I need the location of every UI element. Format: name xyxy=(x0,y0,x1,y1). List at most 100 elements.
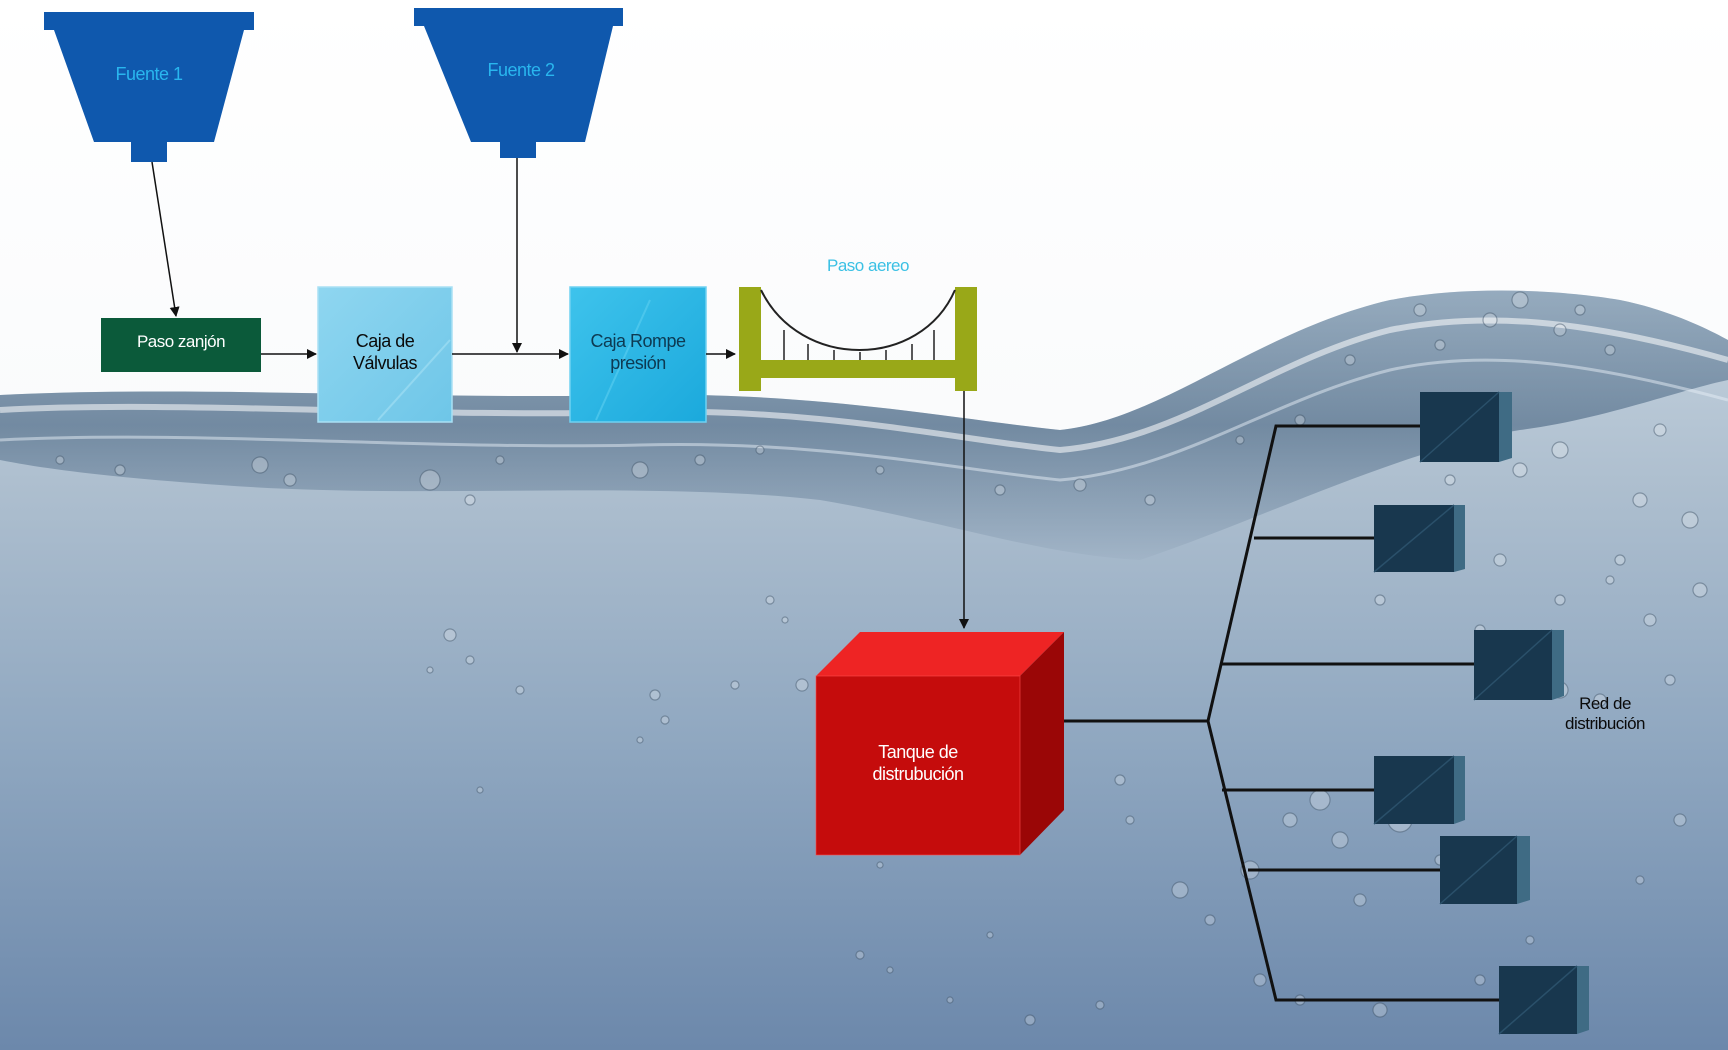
pressure-box-shine xyxy=(595,299,651,421)
bubble xyxy=(1235,435,1245,445)
source-2-label: Fuente 2 xyxy=(487,60,555,80)
bubble xyxy=(1643,613,1657,627)
bubble xyxy=(781,616,789,624)
source-1-label: Fuente 1 xyxy=(115,64,183,84)
bubble xyxy=(755,445,765,455)
pressure-box-label-line1: Caja Rompe xyxy=(590,331,686,351)
valve-box[interactable] xyxy=(317,286,453,423)
bubble xyxy=(464,494,476,506)
bubble xyxy=(1171,881,1189,899)
bubble xyxy=(465,655,475,665)
bubble xyxy=(1372,1002,1388,1018)
bubble xyxy=(730,680,740,690)
network-node[interactable] xyxy=(1373,755,1465,825)
network-label: Red de distribución xyxy=(1540,694,1670,735)
bubble xyxy=(660,715,670,725)
network-label-line1: Red de xyxy=(1579,694,1631,713)
bubble xyxy=(795,678,809,692)
bubble xyxy=(1574,304,1586,316)
bubble xyxy=(986,931,994,939)
bubble xyxy=(1374,594,1386,606)
bubble xyxy=(1125,815,1135,825)
bubble xyxy=(1344,354,1356,366)
pressure-box-label: Caja Rompe presión xyxy=(570,331,706,374)
bubble xyxy=(636,736,644,744)
bubble xyxy=(1692,582,1708,598)
bubble xyxy=(1551,441,1569,459)
bubble xyxy=(1253,973,1267,987)
bubble xyxy=(1114,774,1126,786)
network-node[interactable] xyxy=(1419,391,1512,463)
bubble xyxy=(1511,291,1529,309)
bubble xyxy=(515,685,525,695)
trench-crossing-label: Paso zanjón xyxy=(136,332,226,351)
bubble xyxy=(694,454,706,466)
bubble xyxy=(1681,511,1699,529)
bubble xyxy=(946,996,954,1004)
trench-crossing[interactable] xyxy=(101,318,261,372)
valve-box-label: Caja de Válvulas xyxy=(318,331,452,374)
source-1[interactable] xyxy=(44,12,254,162)
bubble xyxy=(1614,554,1626,566)
network-node[interactable] xyxy=(1439,835,1530,905)
bubble xyxy=(1635,875,1645,885)
bubble xyxy=(1593,693,1607,707)
bubble xyxy=(1664,674,1676,686)
bubble xyxy=(649,689,661,701)
network-node[interactable] xyxy=(1498,965,1589,1035)
water-surface-line xyxy=(0,358,1728,482)
pressure-break-box[interactable] xyxy=(569,286,707,423)
bubble xyxy=(1204,914,1216,926)
bubble xyxy=(1282,812,1298,828)
bubble xyxy=(1604,344,1616,356)
tank-label: Tanque de distrubución xyxy=(816,742,1020,785)
bubble xyxy=(886,966,894,974)
tank-label-line1: Tanque de xyxy=(878,742,958,762)
bubble xyxy=(1553,323,1567,337)
bubble xyxy=(1512,462,1528,478)
source-2[interactable] xyxy=(414,8,623,158)
network-label-line2: distribución xyxy=(1565,714,1646,734)
network-node[interactable] xyxy=(1473,629,1564,701)
bubble xyxy=(251,456,269,474)
bubble xyxy=(1673,813,1687,827)
flow-arrows xyxy=(151,158,969,629)
bubble xyxy=(1653,423,1667,437)
bubble xyxy=(855,950,865,960)
network-node[interactable] xyxy=(1373,504,1465,573)
bubble xyxy=(1605,575,1615,585)
tank-label-line2: distrubución xyxy=(872,763,964,784)
aerial-crossing[interactable] xyxy=(739,287,977,391)
valve-box-label-line1: Caja de xyxy=(355,331,415,351)
bubble xyxy=(1474,974,1486,986)
bubble xyxy=(994,484,1006,496)
distribution-tank[interactable] xyxy=(815,632,1064,856)
bubble xyxy=(1024,1014,1036,1026)
bubble xyxy=(283,473,297,487)
bubble xyxy=(1482,312,1498,328)
bubble xyxy=(419,469,441,491)
bubble xyxy=(1444,474,1456,486)
bubble xyxy=(765,595,775,605)
bubble xyxy=(1554,594,1566,606)
bubble xyxy=(1095,1000,1105,1010)
bubble xyxy=(875,465,885,475)
bubble xyxy=(1525,935,1535,945)
bubble xyxy=(1353,893,1367,907)
bubble xyxy=(1493,553,1507,567)
bubble xyxy=(1294,414,1306,426)
bubble xyxy=(1073,478,1087,492)
bubble xyxy=(443,628,457,642)
bubble xyxy=(426,666,434,674)
pressure-box-label-line2: presión xyxy=(610,352,666,373)
bubble xyxy=(1413,303,1427,317)
bubble xyxy=(1632,492,1648,508)
bubble xyxy=(1434,339,1446,351)
aerial-crossing-label: Paso aereo xyxy=(827,256,909,275)
bubble xyxy=(631,461,649,479)
bubble xyxy=(1309,789,1331,811)
bubble xyxy=(476,786,484,794)
bubble xyxy=(876,861,884,869)
bubble xyxy=(1144,494,1156,506)
